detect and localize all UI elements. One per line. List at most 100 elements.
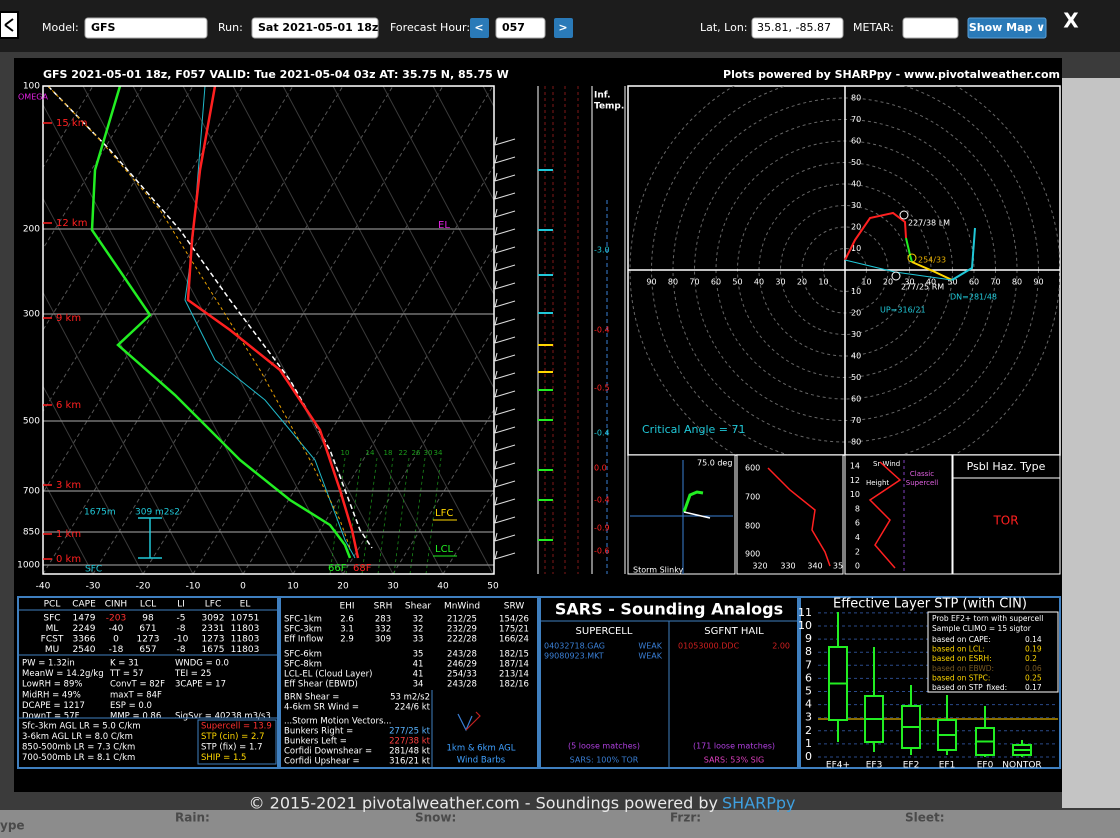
hodograph-ring-label: 30 — [851, 330, 861, 339]
wind-barb-staff — [494, 426, 516, 434]
slinky-angle: 75.0 deg — [697, 459, 732, 468]
dry-adiabat — [282, 86, 494, 484]
background-text: Frzr: — [670, 811, 701, 825]
storm-motion-marker — [899, 210, 909, 220]
kinematic-header: SRW — [504, 602, 525, 612]
stp-y-label: 7 — [805, 658, 812, 671]
stp-y-label: 11 — [798, 606, 812, 619]
wind-barb-staff — [494, 156, 516, 164]
kinematic-layer: Eff Inflow — [284, 635, 323, 645]
share-icon[interactable] — [0, 11, 19, 39]
omega-value: -0.9 — [594, 524, 610, 533]
wind-barb-staff — [494, 462, 516, 470]
kinematic-cell: 175/21 — [499, 625, 529, 635]
wind-barb-flag — [494, 154, 498, 164]
parcel-header: PCL — [44, 600, 61, 610]
hodograph-ring-label: 70 — [990, 278, 1000, 287]
sars-loose: (5 loose matches) — [568, 742, 640, 751]
parcel-header: LFC — [205, 600, 221, 610]
srwind-height: 6 — [855, 519, 860, 528]
parcel-cell: 1273 — [202, 635, 225, 645]
mixing-ratio-label: 14 — [366, 449, 375, 457]
pressure-label: 850 — [23, 528, 40, 538]
mixing-ratio-label: 34 — [434, 449, 443, 457]
dry-adiabat — [43, 103, 294, 574]
stp-y-label: 6 — [805, 671, 812, 684]
stp-category: EF1 — [939, 761, 956, 771]
hour-select[interactable] — [495, 17, 546, 39]
parcel-cell: 11803 — [231, 635, 260, 645]
pressure-label: 100 — [23, 82, 40, 92]
legend-strip-behind — [0, 810, 1120, 838]
parcel-cell: 98 — [142, 614, 154, 624]
hodograph-ring-label: 50 — [851, 158, 861, 167]
lapse-rate: Sfc-3km AGL LR = 5.0 C/km — [22, 722, 141, 732]
wind-barb-staff — [494, 228, 516, 236]
model-select[interactable] — [84, 17, 208, 39]
motion-label: Bunkers Right = — [284, 727, 353, 737]
mixing-ratio-label: 10 — [341, 449, 350, 457]
pressure-label: 1000 — [17, 561, 40, 571]
kinematic-panel — [279, 596, 539, 769]
hodograph-ring-label: 70 — [851, 115, 861, 124]
height-label: 12 km — [56, 218, 87, 229]
dry-adiabat — [432, 86, 494, 202]
metar-input[interactable] — [902, 17, 959, 39]
latlon-input[interactable] — [751, 17, 844, 39]
lfc-label: LFC — [435, 508, 453, 519]
classic-supercell: Classic — [910, 470, 934, 478]
wind-barb-flag — [494, 550, 498, 560]
kinematic-cell: 187/14 — [499, 660, 529, 670]
temperature-label: -10 — [186, 582, 201, 592]
wind-barb-flag — [494, 226, 498, 236]
next-button[interactable] — [554, 18, 573, 38]
stp-legend-title: Sample CLIMO = 15 sigtor — [932, 624, 1032, 633]
sars-match-strength: WEAK — [638, 642, 662, 651]
kinematic-header: Shear — [405, 602, 431, 612]
sr-wind-value: 224/6 kt — [395, 703, 431, 713]
prev-button[interactable] — [470, 18, 489, 38]
model-label: Model: — [42, 21, 79, 34]
sars-match-strength: WEAK — [638, 652, 662, 661]
motion-value: 227/38 kt — [389, 737, 431, 747]
parcel-cell: 10751 — [231, 614, 260, 624]
parcel-cell: SFC — [43, 614, 60, 624]
mixing-ratio-line — [409, 457, 426, 574]
el-label: EL — [438, 220, 450, 231]
parcel-cell: FCST — [41, 635, 64, 645]
parcel-cell: -18 — [109, 645, 124, 655]
mixing-ratio-line — [393, 457, 410, 574]
corfidi-up-label: UP=316/21 — [880, 306, 926, 315]
parcel-cell: 3092 — [202, 614, 225, 624]
hodograph-ring-label: 80 — [851, 94, 861, 103]
run-value: Sat 2021-05-01 18z — [258, 21, 378, 34]
close-button[interactable]: X — [1063, 9, 1079, 33]
dry-adiabat — [43, 479, 94, 574]
dry-adiabat — [182, 86, 444, 574]
stp-y-label: 4 — [805, 698, 812, 711]
footer-link[interactable]: SHARPpy — [722, 794, 796, 813]
stp-y-label: 3 — [805, 711, 812, 724]
isotherm — [142, 86, 444, 574]
stp-legend-value: 0.2 — [1025, 654, 1037, 663]
omega-value: -0.4 — [594, 326, 610, 335]
hodograph-ring-label: 10 — [818, 278, 828, 287]
corfidi-down-label: DN=281/48 — [950, 293, 997, 302]
wind-barb-flag — [494, 532, 498, 542]
pressure-label: 500 — [23, 417, 40, 427]
motion-value: 277/25 kt — [389, 727, 431, 737]
motion-title: ...Storm Motion Vectors... — [284, 717, 392, 727]
parcel-trace — [47, 86, 373, 549]
isotherm — [43, 86, 294, 494]
show-map-button[interactable] — [967, 17, 1047, 39]
sr-wind-label: 4-6km SR Wind = — [284, 703, 359, 713]
wind-barb-staff — [494, 498, 516, 506]
run-select[interactable] — [251, 17, 379, 39]
background-text: ype — [0, 819, 25, 833]
thermo-index: PW = 1.32in — [22, 659, 75, 669]
kinematic-cell: 3.1 — [340, 625, 354, 635]
wind-barb-flag — [494, 352, 498, 362]
omega-value: -0.4 — [594, 429, 610, 438]
hour-label: Forecast Hour: — [390, 21, 470, 34]
